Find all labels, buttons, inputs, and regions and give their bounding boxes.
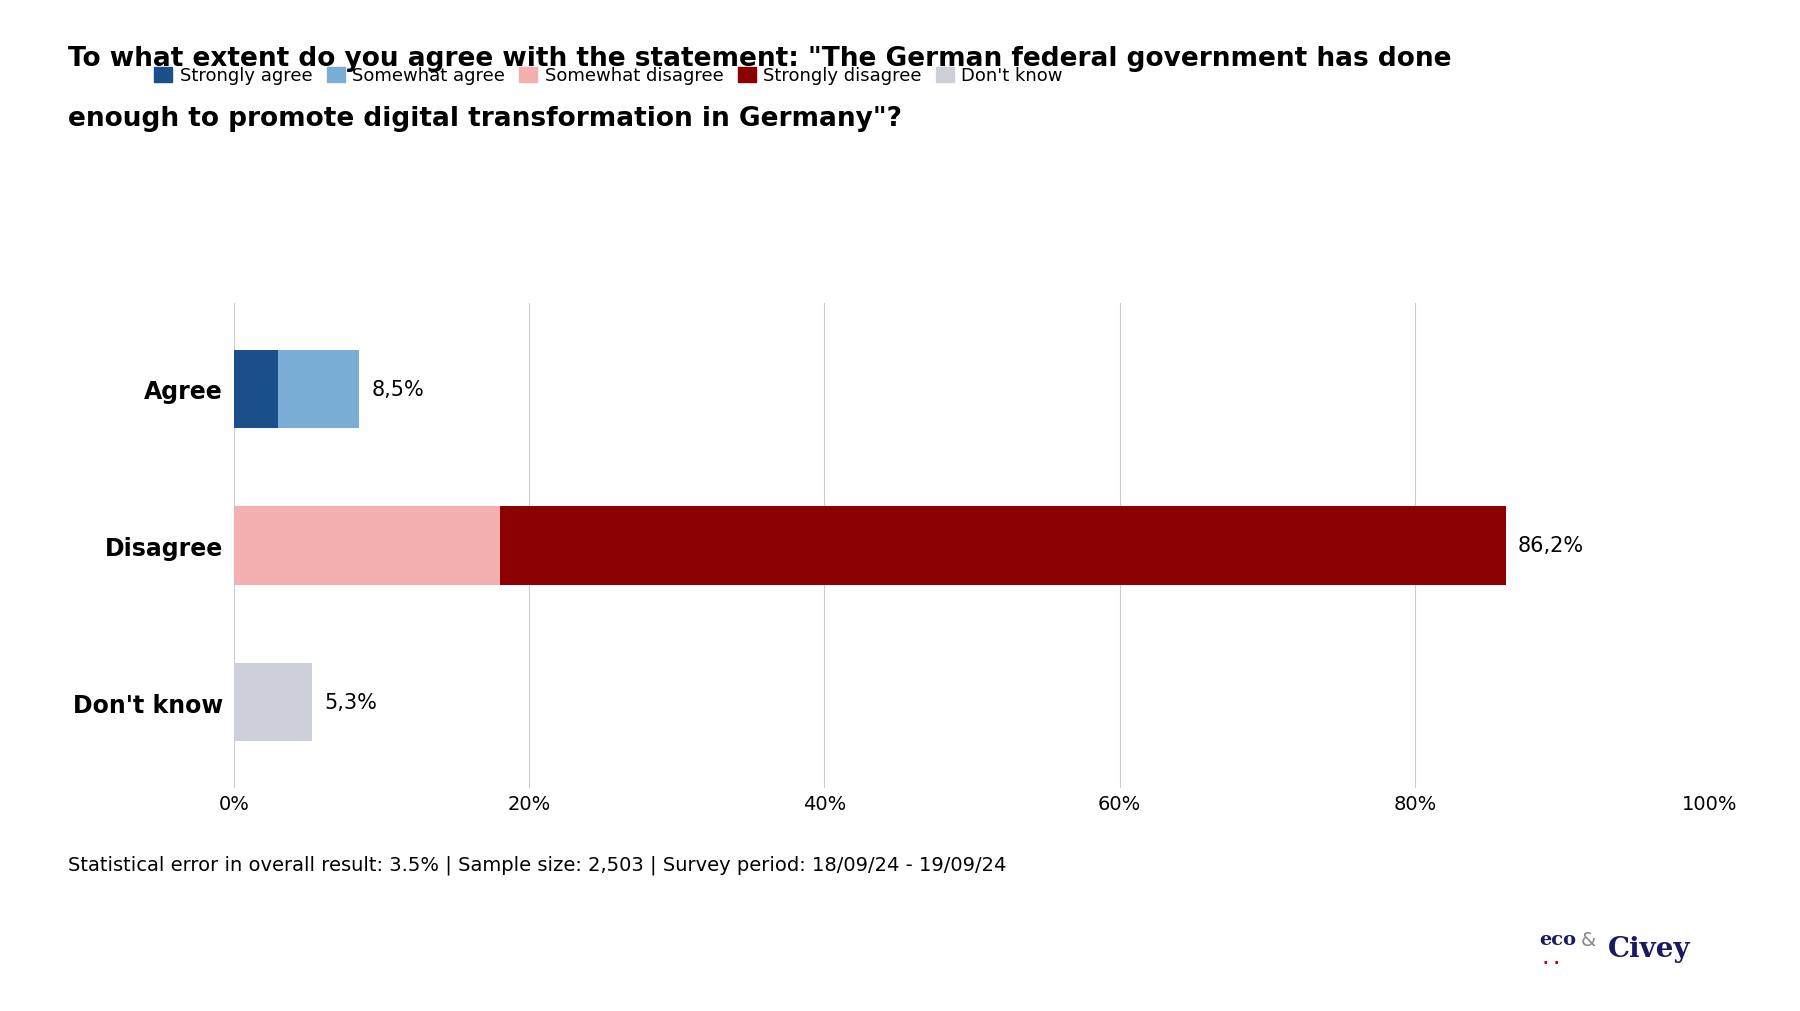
Bar <box>279 350 360 429</box>
Bar <box>234 350 279 429</box>
Text: eco: eco <box>1539 930 1577 948</box>
Text: 86,2%: 86,2% <box>1517 536 1584 556</box>
Text: Statistical error in overall result: 3.5% | Sample size: 2,503 | Survey period: : Statistical error in overall result: 3.5… <box>68 854 1006 874</box>
Bar <box>234 663 311 742</box>
Text: &: & <box>1580 930 1595 949</box>
Text: · ·: · · <box>1543 955 1559 971</box>
Text: enough to promote digital transformation in Germany"?: enough to promote digital transformation… <box>68 106 902 132</box>
Text: To what extent do you agree with the statement: "The German federal government h: To what extent do you agree with the sta… <box>68 45 1453 72</box>
Text: 8,5%: 8,5% <box>371 379 425 399</box>
Text: Civey: Civey <box>1607 935 1690 962</box>
Text: 5,3%: 5,3% <box>324 693 376 713</box>
Legend: Strongly agree, Somewhat agree, Somewhat disagree, Strongly disagree, Don't know: Strongly agree, Somewhat agree, Somewhat… <box>148 60 1069 92</box>
Bar <box>234 507 500 585</box>
Bar <box>500 507 1507 585</box>
